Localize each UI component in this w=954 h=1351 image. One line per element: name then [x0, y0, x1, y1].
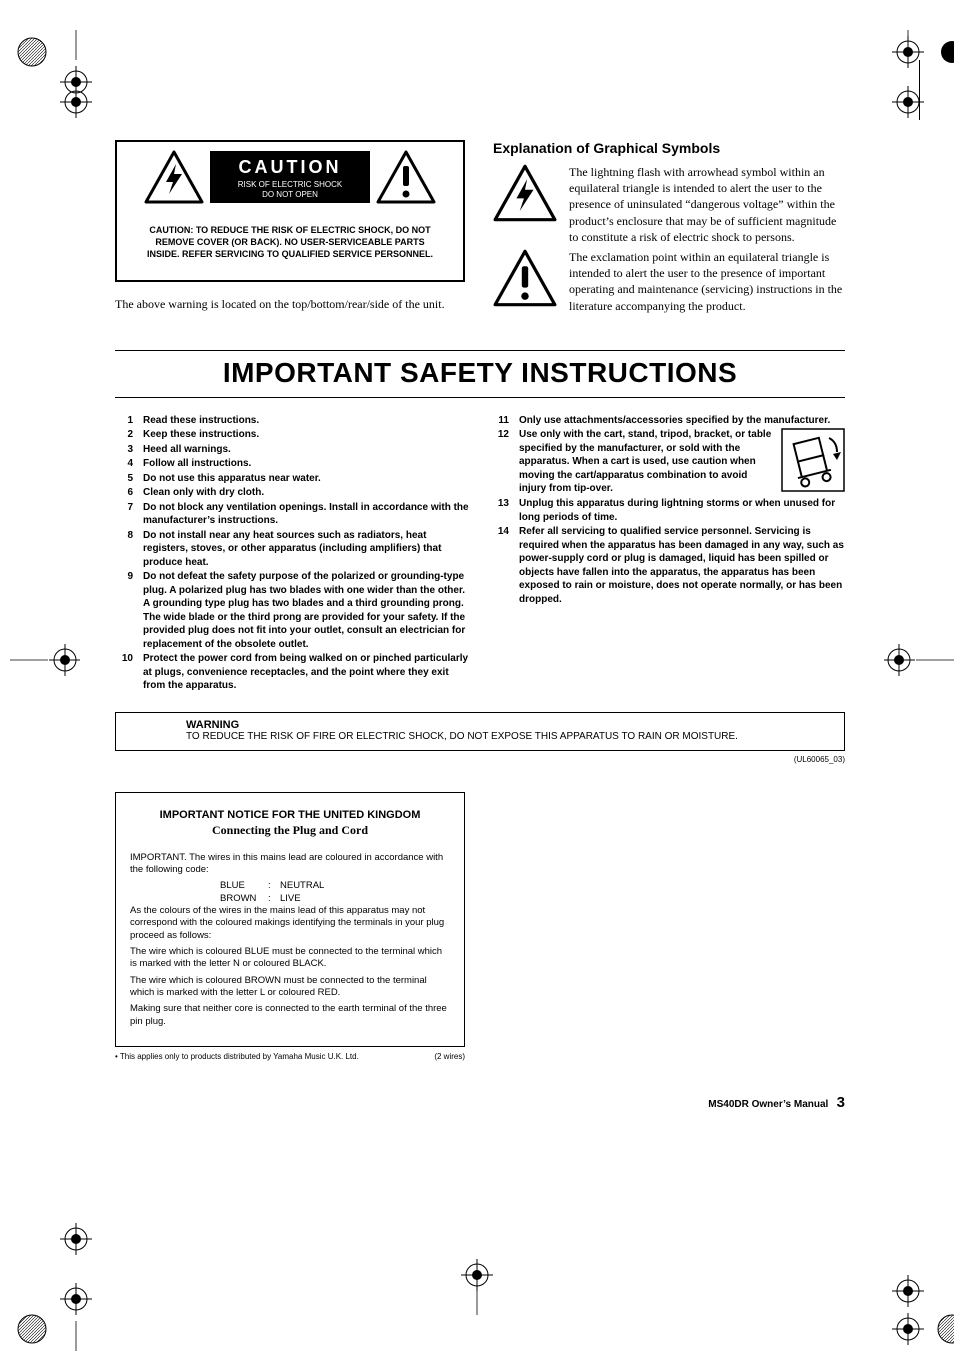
caution-body-text: CAUTION: TO REDUCE THE RISK OF ELECTRIC …: [125, 214, 455, 272]
instruction-text: Keep these instructions.: [143, 428, 469, 442]
uk-footer-left: • This applies only to products distribu…: [115, 1052, 359, 1061]
instruction-item: 13 Unplug this apparatus during lightning…: [491, 497, 845, 524]
instruction-text: Unplug this apparatus during lightning s…: [519, 497, 845, 524]
instruction-text: Do not defeat the safety purpose of the …: [143, 570, 469, 651]
explanation-column: Explanation of Graphical Symbols The lig…: [493, 140, 845, 318]
instructions-right: 11 Only use attachments/accessories speci…: [491, 414, 845, 694]
uk-p5: Making sure that neither core is connect…: [130, 1003, 450, 1028]
page-content: CAUTION RISK OF ELECTRIC SHOCK DO NOT OP…: [115, 140, 845, 1061]
instruction-number: 1: [115, 414, 133, 428]
instruction-number: 4: [115, 457, 133, 471]
uk-notice-box: IMPORTANT NOTICE FOR THE UNITED KINGDOM …: [115, 792, 465, 1047]
ul-code: (UL60065_03): [115, 755, 845, 764]
manual-name: MS40DR Owner’s Manual: [708, 1099, 828, 1110]
uk-p1: IMPORTANT. The wires in this mains lead …: [130, 852, 450, 877]
warning-label: WARNING: [186, 719, 774, 731]
warning-text: TO REDUCE THE RISK OF FIRE OR ELECTRIC S…: [186, 731, 774, 742]
instruction-number: 6: [115, 486, 133, 500]
instruction-number: 10: [115, 652, 133, 693]
instruction-number: 7: [115, 501, 133, 528]
crop-mark-bc: [0, 1255, 954, 1315]
page-footer: MS40DR Owner’s Manual 3: [708, 1094, 845, 1111]
instruction-number: 14: [491, 525, 509, 606]
instruction-number: 11: [491, 414, 509, 428]
instruction-item: 9Do not defeat the safety purpose of the…: [115, 570, 469, 651]
uk-p3: The wire which is coloured BLUE must be …: [130, 946, 450, 971]
instruction-text: Clean only with dry cloth.: [143, 486, 469, 500]
warning-box: WARNING TO REDUCE THE RISK OF FIRE OR EL…: [115, 712, 845, 751]
warning-location-note: The above warning is located on the top/…: [115, 296, 465, 313]
uk-p2: As the colours of the wires in the mains…: [130, 905, 450, 942]
instruction-item: 2 Keep these instructions.: [115, 428, 469, 442]
lightning-triangle-icon: [493, 164, 557, 222]
instruction-text: Do not install near any heat sources suc…: [143, 529, 469, 570]
bolt-explanation: The lightning flash with arrowhead symbo…: [569, 164, 845, 245]
main-title: IMPORTANT SAFETY INSTRUCTIONS: [115, 350, 845, 398]
exclamation-triangle-icon: [493, 249, 557, 307]
page-number: 3: [837, 1094, 845, 1111]
wire-value: NEUTRAL: [280, 880, 324, 892]
instruction-item: 7 Do not block any ventilation openings. …: [115, 501, 469, 528]
lightning-triangle-icon: [144, 150, 204, 204]
instruction-text: Only use attachments/accessories specifi…: [519, 414, 845, 428]
instruction-item: 8Do not install near any heat sources su…: [115, 529, 469, 570]
uk-footer-right: (2 wires): [434, 1052, 465, 1061]
instruction-item: 12Use only with the cart, stand, tripod,…: [491, 428, 845, 496]
instruction-item: 14Refer all servicing to qualified servi…: [491, 525, 845, 606]
wire-color: BLUE: [220, 880, 268, 892]
instruction-text: Protect the power cord from being walked…: [143, 652, 469, 693]
instruction-number: 8: [115, 529, 133, 570]
uk-title2: Connecting the Plug and Cord: [130, 823, 450, 838]
instruction-item: 6 Clean only with dry cloth.: [115, 486, 469, 500]
instruction-number: 12: [491, 428, 509, 496]
uk-title1: IMPORTANT NOTICE FOR THE UNITED KINGDOM: [130, 809, 450, 821]
instruction-number: 2: [115, 428, 133, 442]
caution-risk2: DO NOT OPEN: [218, 190, 362, 200]
cart-tipover-icon: [781, 428, 845, 492]
caution-box: CAUTION RISK OF ELECTRIC SHOCK DO NOT OP…: [115, 140, 465, 282]
instruction-text: Follow all instructions.: [143, 457, 469, 471]
crop-mark-ml: [10, 640, 70, 700]
instruction-item: 5 Do not use this apparatus near water.: [115, 472, 469, 486]
instructions-columns: 1 Read these instructions. 2 Keep these ins…: [115, 414, 845, 694]
instruction-text: Use only with the cart, stand, tripod, b…: [519, 428, 845, 496]
wire-color: BROWN: [220, 893, 268, 905]
instruction-number: 9: [115, 570, 133, 651]
wire-value: LIVE: [280, 893, 301, 905]
instruction-text: Heed all warnings.: [143, 443, 469, 457]
crop-mark-mr: [884, 640, 944, 700]
instruction-text: Read these instructions.: [143, 414, 469, 428]
caution-risk1: RISK OF ELECTRIC SHOCK: [218, 180, 362, 190]
instructions-left: 1 Read these instructions. 2 Keep these ins…: [115, 414, 469, 694]
uk-p4: The wire which is coloured BROWN must be…: [130, 975, 450, 1000]
instruction-number: 5: [115, 472, 133, 486]
wire-table: BLUE:NEUTRAL BROWN:LIVE: [220, 880, 450, 905]
excl-explanation: The exclamation point within an equilate…: [569, 249, 845, 314]
instruction-item: 3 Heed all warnings.: [115, 443, 469, 457]
crop-mark-tl2: [10, 80, 70, 140]
instruction-item: 10Protect the power cord from being walk…: [115, 652, 469, 693]
exclamation-triangle-icon: [376, 150, 436, 204]
instruction-number: 13: [491, 497, 509, 524]
instruction-number: 3: [115, 443, 133, 457]
explanation-title: Explanation of Graphical Symbols: [493, 140, 845, 156]
caution-label: CAUTION RISK OF ELECTRIC SHOCK DO NOT OP…: [210, 151, 370, 203]
instruction-text: Do not use this apparatus near water.: [143, 472, 469, 486]
instruction-item: 11 Only use attachments/accessories speci…: [491, 414, 845, 428]
crop-mark-tr2: [884, 80, 944, 140]
uk-footer: • This applies only to products distribu…: [115, 1052, 465, 1061]
caution-heading: CAUTION: [218, 157, 362, 178]
instruction-text: Refer all servicing to qualified service…: [519, 525, 845, 606]
instruction-text: Do not block any ventilation openings. I…: [143, 501, 469, 528]
instruction-item: 1 Read these instructions.: [115, 414, 469, 428]
instruction-item: 4 Follow all instructions.: [115, 457, 469, 471]
caution-column: CAUTION RISK OF ELECTRIC SHOCK DO NOT OP…: [115, 140, 465, 318]
